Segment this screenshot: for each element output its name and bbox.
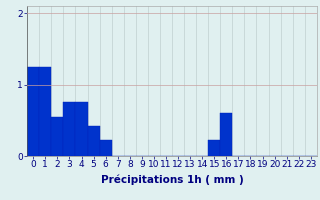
Bar (63, 102, 76, 156)
Bar (27, 67, 39, 156)
X-axis label: Précipitations 1h ( mm ): Précipitations 1h ( mm ) (100, 175, 244, 185)
Bar (76, 102, 88, 156)
Bar (39, 67, 51, 156)
Bar (208, 140, 220, 156)
Bar (220, 113, 232, 156)
Bar (51, 117, 63, 156)
Bar (100, 140, 112, 156)
Bar (88, 126, 100, 156)
